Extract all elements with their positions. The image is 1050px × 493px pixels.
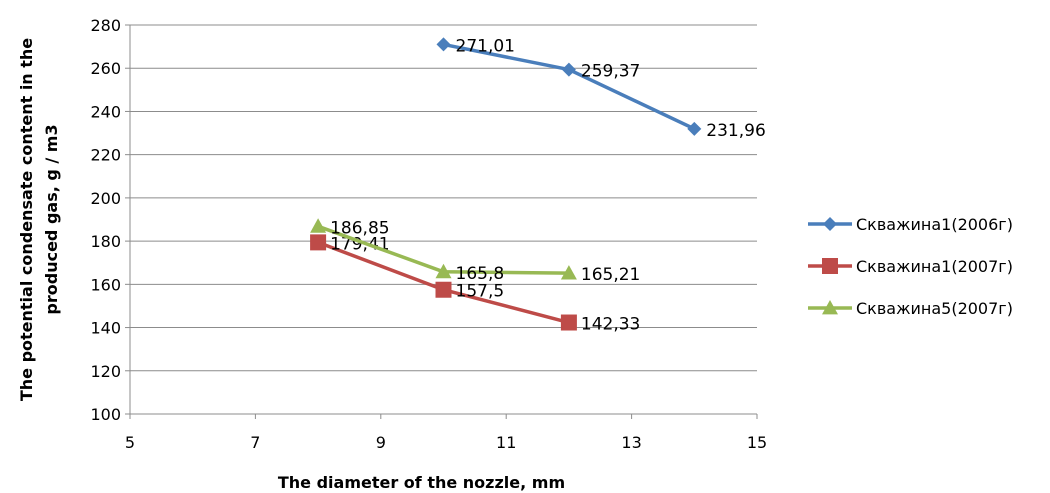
series-line xyxy=(443,42,696,131)
data-point xyxy=(560,314,577,331)
y-tick-label: 100 xyxy=(90,405,121,424)
x-axis-title: The diameter of the nozzle, mm xyxy=(278,473,565,492)
series-2: 179,41 157,5 142,33 xyxy=(310,234,640,335)
data-label: 142,33 xyxy=(581,315,640,335)
legend-marker xyxy=(822,300,838,315)
series-3: 186,85 165,8 165,21 xyxy=(310,218,640,285)
data-point xyxy=(310,234,327,251)
x-tick-label: 13 xyxy=(621,433,641,452)
data-label: 157,5 xyxy=(456,282,505,302)
data-label: 165,21 xyxy=(581,265,640,285)
legend-item: Скважина1(2006г) xyxy=(808,215,1013,234)
data-point xyxy=(435,281,452,298)
x-tick-label: 5 xyxy=(125,433,135,452)
legend-marker xyxy=(822,258,838,274)
y-tick-label: 160 xyxy=(90,275,121,294)
data-label: 271,01 xyxy=(456,36,515,56)
data-label: 186,85 xyxy=(330,218,389,238)
legend-label: Скважина1(2006г) xyxy=(856,215,1013,234)
y-tick-label: 180 xyxy=(90,232,121,251)
y-tick-label: 200 xyxy=(90,189,121,208)
y-tick-label: 260 xyxy=(90,59,121,78)
legend-marker xyxy=(823,217,837,231)
y-tick-label: 120 xyxy=(90,362,121,381)
y-tick-label: 140 xyxy=(90,319,121,338)
data-point xyxy=(560,265,577,280)
data-label: 259,37 xyxy=(581,62,640,82)
y-axis-title-line-2: produced gas, g / m3 xyxy=(42,124,61,314)
y-tick-label: 280 xyxy=(90,16,121,35)
legend-label: Скважина1(2007г) xyxy=(856,257,1013,276)
data-point xyxy=(561,62,576,77)
data-label: 179,41 xyxy=(330,234,389,254)
x-tick-label: 15 xyxy=(747,433,767,452)
data-point xyxy=(436,37,451,52)
data-point xyxy=(687,121,702,136)
y-tick-label: 240 xyxy=(90,102,121,121)
x-tick-label: 11 xyxy=(496,433,516,452)
x-tick-label: 7 xyxy=(250,433,260,452)
data-label: 165,8 xyxy=(456,264,505,284)
data-point xyxy=(435,263,452,279)
legend-label: Скважина5(2007г) xyxy=(856,299,1013,318)
legend-item: Скважина1(2007г) xyxy=(808,257,1013,276)
data-label: 231,96 xyxy=(706,121,765,141)
series-1: 271,01 259,37 231,96 xyxy=(436,36,766,141)
data-point xyxy=(310,218,327,233)
x-tick-label: 9 xyxy=(376,433,386,452)
y-tick-label: 220 xyxy=(90,146,121,165)
legend-item: Скважина5(2007г) xyxy=(808,299,1013,318)
y-axis-title-line-1: The potential condensate content in the xyxy=(17,38,36,401)
